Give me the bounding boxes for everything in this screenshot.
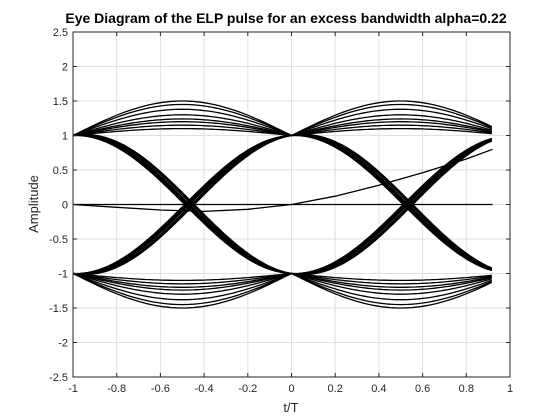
x-tick-label: -0.6 xyxy=(151,383,170,395)
eye-trace xyxy=(291,272,493,309)
x-tick-label: -0.4 xyxy=(195,383,214,395)
eye-trace xyxy=(291,272,492,288)
eye-trace xyxy=(291,127,492,137)
eye-trace xyxy=(291,134,493,270)
x-tick-label: -0.8 xyxy=(107,383,126,395)
eye-trace xyxy=(72,121,292,137)
y-tick-label: 0 xyxy=(62,200,68,212)
y-tick-label: -2 xyxy=(58,338,68,350)
x-tick-label: 1 xyxy=(507,383,513,395)
eye-trace xyxy=(291,100,493,137)
eye-trace xyxy=(72,134,292,276)
eye-trace xyxy=(291,133,493,269)
eye-trace xyxy=(291,121,492,137)
eye-trace xyxy=(291,137,492,275)
eye-trace xyxy=(72,133,292,275)
x-tick-label: -1 xyxy=(68,383,78,395)
eye-traces xyxy=(72,100,493,309)
eye-trace xyxy=(291,124,492,137)
x-tick-label: 0 xyxy=(288,383,294,395)
eye-trace xyxy=(72,134,292,275)
eye-trace xyxy=(291,272,493,306)
eye-trace xyxy=(72,134,292,275)
eye-trace xyxy=(72,134,292,275)
y-tick-label: 0.5 xyxy=(53,165,68,177)
eye-trace xyxy=(72,100,292,137)
eye-trace xyxy=(72,134,292,275)
eye-trace xyxy=(72,272,292,306)
eye-trace xyxy=(291,139,493,275)
eye-trace xyxy=(291,139,493,275)
eye-trace xyxy=(73,134,292,275)
y-tick-label: 1 xyxy=(62,131,68,143)
chart-title: Eye Diagram of the ELP pulse for an exce… xyxy=(65,10,506,26)
eye-trace xyxy=(72,272,292,291)
eye-trace xyxy=(72,108,292,137)
x-tick-label: 0.6 xyxy=(415,383,430,395)
x-tick-label: 0.2 xyxy=(328,383,343,395)
y-tick-label: -1 xyxy=(58,269,68,281)
x-tick-label: 0.4 xyxy=(371,383,386,395)
eye-trace xyxy=(291,114,492,137)
y-tick-label: -2.5 xyxy=(49,372,68,384)
eye-trace xyxy=(291,272,492,282)
eye-trace xyxy=(291,118,492,137)
eye-trace xyxy=(72,272,292,301)
eye-trace xyxy=(72,272,292,285)
eye-trace xyxy=(291,272,492,285)
axis-ticks: -1 -0.8 -0.6 -0.4 -0.2 0 0.2 0.4 0.6 0.8 1 2.5 2 1.5 1… xyxy=(49,27,513,395)
x-tick-label: 0.8 xyxy=(459,383,474,395)
eye-trace xyxy=(291,134,492,272)
x-axis-label: t/T xyxy=(283,400,298,415)
eye-trace xyxy=(72,272,292,282)
eye-trace xyxy=(291,103,493,137)
eye-trace xyxy=(72,272,292,295)
y-tick-label: 1.5 xyxy=(53,96,68,108)
eye-trace xyxy=(72,103,292,137)
y-tick-label: -0.5 xyxy=(49,234,68,246)
eye-trace xyxy=(291,272,493,301)
y-tick-label: 2 xyxy=(62,62,68,74)
y-axis-label: Amplitude xyxy=(26,175,41,233)
eye-trace xyxy=(72,272,292,309)
x-tick-label: -0.2 xyxy=(238,383,257,395)
eye-trace xyxy=(72,118,292,137)
eye-trace xyxy=(291,272,492,291)
eye-trace xyxy=(72,124,292,137)
eye-trace xyxy=(72,272,292,288)
eye-trace xyxy=(73,134,292,275)
eye-trace xyxy=(72,114,292,137)
eye-trace xyxy=(291,134,493,270)
y-tick-label: -1.5 xyxy=(49,303,68,315)
eye-trace xyxy=(291,108,493,137)
y-tick-label: 2.5 xyxy=(53,27,68,39)
eye-trace xyxy=(72,127,292,137)
eye-trace xyxy=(291,272,492,295)
